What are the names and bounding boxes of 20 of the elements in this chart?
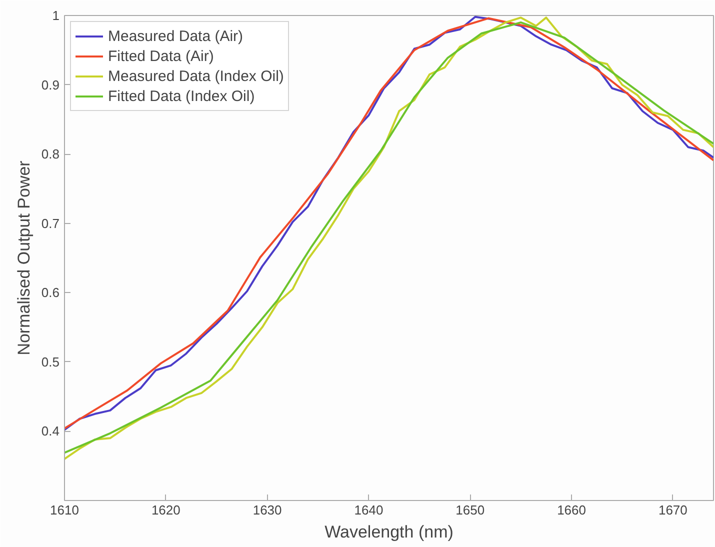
y-tick-label: 1 (52, 8, 60, 23)
y-tick-label: 0.6 (41, 285, 60, 300)
x-tick-label: 1640 (354, 502, 384, 518)
y-axis-title: Normalised Output Power (14, 160, 34, 356)
x-tick-label: 1630 (252, 502, 282, 518)
x-tick-label: 1670 (658, 502, 688, 518)
legend-label: Measured Data (Index Oil) (108, 68, 284, 84)
legend-label: Fitted Data (Index Oil) (108, 88, 255, 104)
x-axis-title: Wavelength (nm) (324, 522, 454, 542)
x-tick-label: 1620 (151, 502, 180, 518)
y-tick-label: 0.4 (41, 424, 60, 439)
legend-label: Fitted Data (Air) (108, 48, 214, 64)
legend-label: Measured Data (Air) (108, 28, 244, 44)
x-tick-label: 1660 (557, 502, 586, 518)
y-tick-label: 0.9 (41, 77, 60, 92)
x-tick-label: 1610 (50, 502, 79, 518)
y-tick-label: 0.7 (41, 216, 60, 231)
y-tick-label: 0.5 (41, 354, 60, 370)
y-tick-label: 0.8 (41, 146, 60, 162)
x-tick-label: 1650 (456, 502, 485, 518)
